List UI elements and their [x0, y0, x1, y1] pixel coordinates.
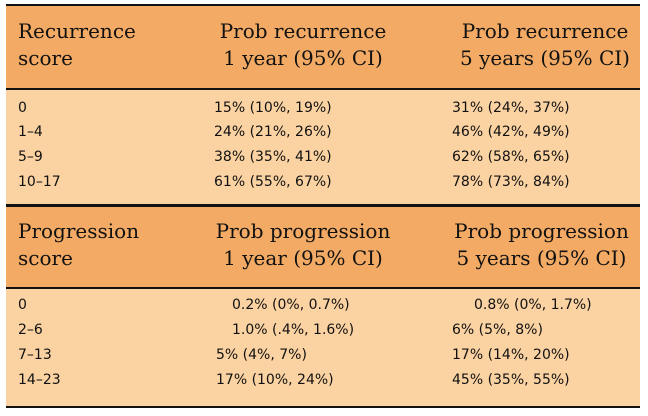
progression-5yr-header: Prob progression 5 years (95% CI)	[454, 219, 629, 270]
recurrence-row-3-score: 10–17	[18, 174, 61, 190]
section-rule	[6, 204, 640, 207]
progression-row-2-5yr: 17% (14%, 20%)	[452, 347, 570, 363]
progression-row-1-score: 2–6	[18, 322, 43, 338]
probability-table: Recurrence score Prob recurrence 1 year …	[6, 4, 640, 408]
recurrence-score-header: Recurrence score	[18, 19, 136, 70]
recurrence-row-1-1yr: 24% (21%, 26%)	[214, 124, 332, 140]
progression-row-0-1yr: 0.2% (0%, 0.7%)	[232, 297, 350, 313]
progression-row-2-score: 7–13	[18, 347, 52, 363]
header-rule	[6, 88, 640, 90]
recurrence-row-1-score: 1–4	[18, 124, 43, 140]
progression-row-3-1yr: 17% (10%, 24%)	[216, 372, 334, 388]
recurrence-5yr-header: Prob recurrence 5 years (95% CI)	[460, 19, 630, 70]
progression-row-1-5yr: 6% (5%, 8%)	[452, 322, 543, 338]
progression-row-0-score: 0	[18, 297, 27, 313]
recurrence-row-0-5yr: 31% (24%, 37%)	[452, 100, 570, 116]
progression-header	[6, 207, 640, 287]
progression-row-3-score: 14–23	[18, 372, 61, 388]
progression-row-0-5yr: 0.8% (0%, 1.7%)	[474, 297, 592, 313]
recurrence-row-2-5yr: 62% (58%, 65%)	[452, 149, 570, 165]
progression-score-header: Progression score	[18, 219, 140, 270]
recurrence-row-0-score: 0	[18, 100, 27, 116]
recurrence-row-2-1yr: 38% (35%, 41%)	[214, 149, 332, 165]
recurrence-header	[6, 6, 640, 88]
recurrence-1yr-header: Prob recurrence 1 year (95% CI)	[219, 19, 387, 70]
recurrence-row-3-5yr: 78% (73%, 84%)	[452, 174, 570, 190]
progression-row-2-1yr: 5% (4%, 7%)	[216, 347, 307, 363]
progression-row-3-5yr: 45% (35%, 55%)	[452, 372, 570, 388]
recurrence-row-1-5yr: 46% (42%, 49%)	[452, 124, 570, 140]
progression-row-1-1yr: 1.0% (.4%, 1.6%)	[232, 322, 355, 338]
recurrence-row-0-1yr: 15% (10%, 19%)	[214, 100, 332, 116]
recurrence-row-2-score: 5–9	[18, 149, 43, 165]
progression-1yr-header: Prob progression 1 year (95% CI)	[215, 219, 391, 270]
recurrence-row-3-1yr: 61% (55%, 67%)	[214, 174, 332, 190]
header-rule	[6, 287, 640, 289]
